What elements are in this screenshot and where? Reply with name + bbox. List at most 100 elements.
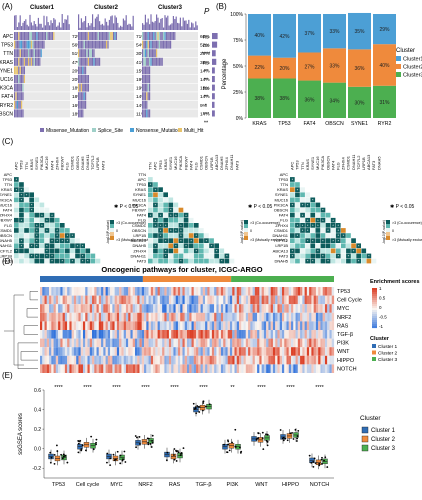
heatmap-cell	[69, 355, 72, 365]
matrix-cell	[44, 238, 50, 243]
mutation-cell	[79, 32, 81, 40]
heatmap-cell	[53, 338, 56, 348]
mutation-cell	[85, 66, 87, 75]
color-scale-step	[372, 324, 377, 327]
heatmap-cell	[119, 321, 122, 330]
scale-swatch	[244, 236, 248, 240]
heatmap-cell	[92, 287, 95, 296]
heatmap-cell	[220, 321, 224, 330]
heatmap-cell	[214, 321, 217, 330]
matrix-cell	[168, 223, 174, 228]
matrix-cell	[158, 248, 163, 254]
color-scale-step	[372, 326, 377, 329]
heatmap-cell	[53, 304, 56, 313]
heatmap-cell	[241, 312, 244, 322]
matrix-cell	[325, 228, 331, 233]
sig-marker: *	[150, 182, 152, 187]
grid-row	[78, 109, 134, 118]
mutation-cell	[142, 66, 144, 75]
sig-marker: *	[21, 218, 23, 223]
mutation-cell	[142, 92, 144, 101]
mutation-cell	[100, 32, 102, 40]
heatmap-cell	[125, 295, 129, 305]
mutation-cell	[111, 32, 113, 40]
gene-row-label: CSMD1	[132, 223, 147, 228]
matrix-cell	[158, 243, 163, 249]
top-bar	[189, 27, 191, 30]
data-point	[192, 402, 195, 405]
heatmap-cell	[311, 364, 314, 373]
matrix-cell	[300, 258, 305, 264]
color-scale-step	[372, 312, 377, 315]
matrix-cell	[19, 243, 24, 249]
mutation-cell	[83, 100, 85, 109]
matrix-cell	[295, 243, 300, 249]
heatmap-cell	[53, 347, 56, 356]
mutation-cell	[89, 32, 91, 40]
heatmap-cell	[189, 355, 192, 365]
mutation-cell	[15, 92, 17, 101]
heatmap-cell	[85, 364, 88, 373]
heatmap-cell	[168, 321, 172, 330]
bar-label: 35%	[354, 29, 365, 35]
heatmap-cell	[123, 321, 127, 330]
top-bar	[144, 14, 146, 30]
heatmap-cell	[232, 330, 235, 339]
gene-label: TP53	[1, 43, 13, 49]
heatmap-cell	[60, 338, 63, 348]
heatmap-cell	[250, 321, 253, 330]
data-point	[147, 443, 150, 446]
data-point	[321, 463, 323, 465]
heatmap-cell	[123, 295, 127, 305]
mutation-cell	[19, 109, 21, 118]
heatmap-cell	[157, 355, 160, 365]
grid-row	[142, 66, 198, 75]
matrix-cell	[24, 187, 29, 192]
mutation-cell	[40, 40, 42, 49]
mutation-cell	[18, 49, 20, 58]
heatmap-cell	[134, 312, 138, 322]
heatmap-cell	[291, 330, 294, 339]
top-bar	[67, 15, 69, 30]
matrix-cell	[163, 258, 168, 264]
heatmap-cell	[291, 338, 294, 348]
mutation-cell	[28, 40, 30, 49]
heatmap-cell	[295, 347, 298, 356]
sig-marker: *	[21, 192, 23, 197]
mutation-cell	[153, 40, 155, 49]
mutation-cell	[174, 32, 176, 40]
dendrogram-branch	[26, 308, 38, 318]
heatmap-cell	[87, 312, 90, 322]
heatmap-cell	[162, 321, 165, 330]
heatmap-cell	[137, 364, 140, 373]
top-bar	[99, 21, 101, 30]
data-point	[265, 439, 268, 442]
matrix-cell	[54, 228, 60, 233]
heatmap-cell	[107, 321, 111, 330]
heatmap-cell	[218, 321, 222, 330]
heatmap-cell	[331, 295, 335, 305]
mutation-cell	[14, 32, 16, 40]
matrix-cell	[330, 228, 336, 233]
mutation-cell	[147, 57, 149, 66]
mutation-cell	[100, 40, 102, 49]
matrix-cell	[19, 233, 24, 238]
matrix-cell	[24, 243, 29, 249]
heatmap-cell	[318, 287, 321, 296]
heatmap-cell	[218, 347, 222, 356]
matrix-cell	[14, 197, 19, 203]
heatmap-cell	[51, 312, 54, 322]
mutation-cell	[96, 32, 98, 40]
mutation-cell	[86, 40, 88, 49]
matrix-cell	[39, 217, 45, 223]
heatmap-cell	[58, 364, 61, 373]
heatmap-cell	[175, 321, 179, 330]
mutation-cell	[147, 83, 149, 92]
heatmap-cell	[302, 347, 305, 356]
heatmap-cell	[275, 321, 278, 330]
mutation-cell	[170, 40, 172, 49]
heatmap-cell	[67, 330, 70, 339]
heatmap-cell	[225, 304, 228, 313]
heatmap-cell	[288, 304, 292, 313]
gene-row-label: TTN	[4, 182, 12, 187]
